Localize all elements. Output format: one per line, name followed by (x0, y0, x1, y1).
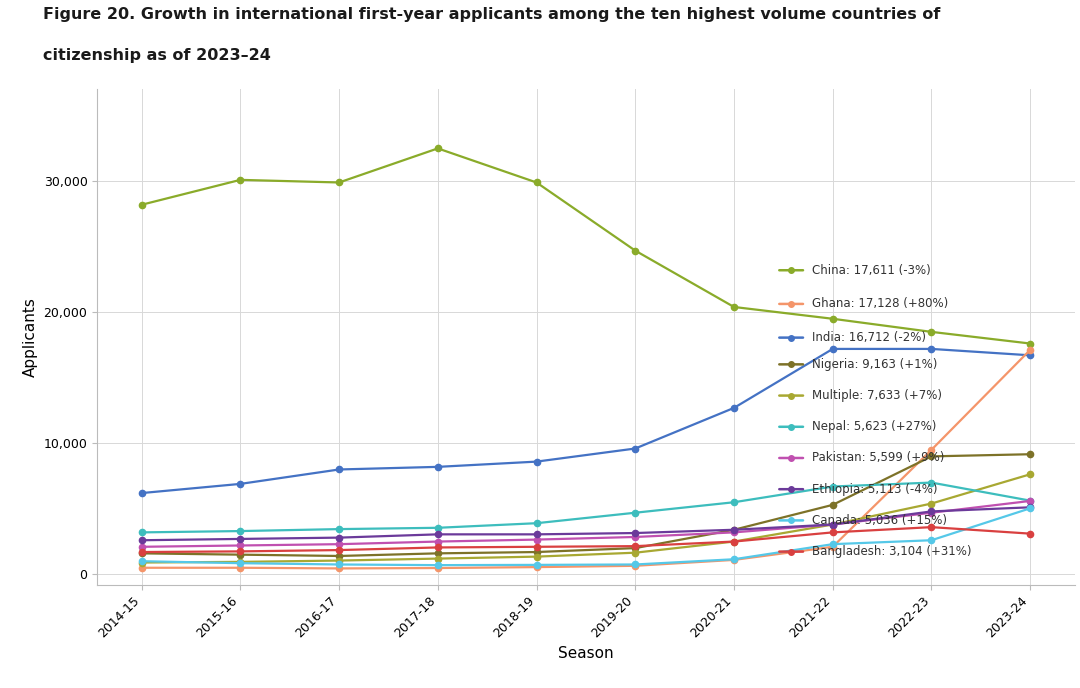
Y-axis label: Applicants: Applicants (23, 297, 38, 377)
Text: Multiple: 7,633 (+7%): Multiple: 7,633 (+7%) (812, 389, 942, 402)
Text: Nigeria: 9,163 (+1%): Nigeria: 9,163 (+1%) (812, 358, 937, 371)
Text: Ghana: 17,128 (+80%): Ghana: 17,128 (+80%) (812, 297, 948, 310)
Text: China: 17,611 (-3%): China: 17,611 (-3%) (812, 264, 931, 277)
Text: Canada: 5,036 (+15%): Canada: 5,036 (+15%) (812, 514, 947, 527)
Text: India: 16,712 (-2%): India: 16,712 (-2%) (812, 331, 926, 344)
Text: Pakistan: 5,599 (+9%): Pakistan: 5,599 (+9%) (812, 451, 944, 464)
Text: citizenship as of 2023–24: citizenship as of 2023–24 (43, 48, 271, 63)
X-axis label: Season: Season (558, 646, 613, 661)
Text: Ethiopia: 5,113 (-4%): Ethiopia: 5,113 (-4%) (812, 483, 937, 495)
Text: Figure 20. Growth in international first-year applicants among the ten highest v: Figure 20. Growth in international first… (43, 7, 941, 22)
Text: Nepal: 5,623 (+27%): Nepal: 5,623 (+27%) (812, 420, 936, 433)
Text: Bangladesh: 3,104 (+31%): Bangladesh: 3,104 (+31%) (812, 545, 971, 558)
